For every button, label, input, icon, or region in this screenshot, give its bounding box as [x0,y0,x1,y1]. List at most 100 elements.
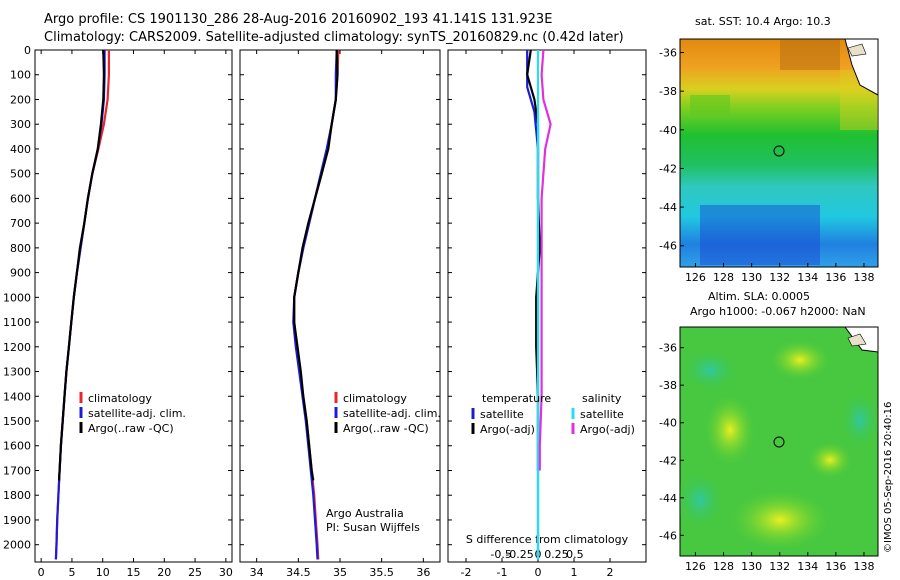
map-y-tick-label: -38 [659,379,677,392]
y-tick-label: 100 [10,69,31,82]
map-x-tick-label: 136 [825,560,846,573]
y-tick-label: 1500 [3,415,31,428]
island [847,333,867,347]
y-tick-label: 1200 [3,341,31,354]
y-tick-label: 1900 [3,514,31,527]
y-tick-label: 700 [10,217,31,230]
x-tick-label: 30 [219,566,233,579]
panel-annotation: Argo Australia [326,507,404,520]
argo-location-marker [773,145,785,157]
x-tick-label: 20 [157,566,171,579]
x-tick-label: 34.5 [286,566,311,579]
legend-label: Argo(..raw -QC) [88,422,174,435]
profile-panel-3: -2-1012T difference from climatology-0.5… [447,49,647,579]
sla-map [679,326,879,557]
x-tick-label: -1 [497,566,508,579]
series-line-3 [293,49,339,481]
y-tick-label: 0 [24,44,31,57]
map-x-tick-label: 134 [797,560,818,573]
x-tick-label-secondary: 0.5 [566,548,584,561]
x-tick-label-secondary: -0.25 [505,548,533,561]
y-tick-label: 600 [10,192,31,205]
x-tick-label: 10 [96,566,110,579]
sst-map [679,38,879,268]
x-tick-label: 35.5 [369,566,394,579]
map-y-tick-label: -40 [659,124,677,137]
y-tick-label: 1700 [3,464,31,477]
y-tick-label: 1400 [3,390,31,403]
x-tick-label: 15 [127,566,141,579]
map-y-tick-label: -46 [659,529,677,542]
x-tick-label: 34 [250,566,264,579]
y-tick-label: 800 [10,242,31,255]
y-tick-label: 2000 [3,539,31,552]
y-tick-label: 1600 [3,440,31,453]
x-tick-label: 5 [68,566,75,579]
y-tick-label: 1800 [3,489,31,502]
series-line-3 [57,49,106,481]
profile-panel-2: 3434.53535.536salinityclimatologysatelli… [239,49,441,579]
map-x-tick-label: 126 [685,560,706,573]
legend-label: Argo(-adj) [580,423,635,436]
figure-title-line1: Argo profile: CS 1901130_286 28-Aug-2016… [44,12,553,27]
map-x-tick-label: 138 [853,560,874,573]
sla-map-title-line1: Altim. SLA: 0.0005 [708,290,811,303]
figure-title-line2: Climatology: CARS2009. Satellite-adjuste… [44,30,624,45]
legend-label: climatology [88,392,152,405]
y-tick-label: 900 [10,267,31,280]
x-tick-label: 0 [535,566,542,579]
y-tick-label: 1100 [3,316,31,329]
map-x-tick-label: 134 [797,271,818,284]
map_bottom-axes: 126 128 130 132 134 136 138 -36 -38 -40 -42 -44 -46 [659,342,874,573]
island [847,43,867,57]
x-axis-label-secondary: S difference from climatology [466,533,629,546]
y-tick-label: 400 [10,143,31,156]
x-tick-label: 0 [38,566,45,579]
map-y-tick-label: -46 [659,240,677,253]
map-x-tick-label: 128 [713,560,734,573]
y-tick-label: 1300 [3,366,31,379]
x-tick-label: 36 [416,566,430,579]
y-tick-label: 500 [10,168,31,181]
series-line-4 [538,49,552,471]
profile-panel-1: 0100200300400500600700800900100011001200… [3,44,233,579]
legend-label: satellite [580,408,624,421]
map-y-tick-label: -44 [659,492,677,505]
map-x-tick-label: 132 [769,560,790,573]
x-tick-label: 35 [333,566,347,579]
legend-label: satellite [480,408,524,421]
sla-map-title-line2: Argo h1000: -0.067 h2000: NaN [690,305,866,318]
map-x-tick-label: 128 [713,271,734,284]
map-y-tick-label: -42 [659,162,677,175]
map-y-tick-label: -36 [659,47,677,60]
x-tick-label: 25 [188,566,202,579]
argo-location-marker [773,436,785,448]
map-y-tick-label: -36 [659,342,677,355]
legend-group-title: temperature [482,392,551,405]
legend-label: satellite-adj. clim. [88,407,186,420]
panel-annotation: PI: Susan Wijffels [326,521,420,534]
x-tick-label-secondary: -0.5 [490,548,511,561]
x-tick-label: 1 [571,566,578,579]
y-tick-label: 1000 [3,291,31,304]
legend-label: satellite-adj. clim. [343,407,441,420]
map-x-tick-label: 126 [685,271,706,284]
x-tick-label-secondary: 0.25 [544,548,569,561]
map-x-tick-label: 132 [769,271,790,284]
y-tick-label: 200 [10,93,31,106]
map-y-tick-label: -44 [659,201,677,214]
legend-label: climatology [343,392,407,405]
sst-map-title: sat. SST: 10.4 Argo: 10.3 [695,15,831,28]
map-y-tick-label: -42 [659,454,677,467]
map-x-tick-label: 130 [741,271,762,284]
map-x-tick-label: 138 [853,271,874,284]
map-x-tick-label: 130 [741,560,762,573]
sla-map-texture [680,327,878,550]
legend-label: Argo(..raw -QC) [343,422,429,435]
map_top-axes: 126 128 130 132 134 136 138 -36 -38 -40 -42 -44 -46 [659,47,874,284]
legend-group-title: salinity [582,392,622,405]
map-y-tick-label: -38 [659,85,677,98]
map-x-tick-label: 136 [825,271,846,284]
plot-frame [34,49,233,563]
